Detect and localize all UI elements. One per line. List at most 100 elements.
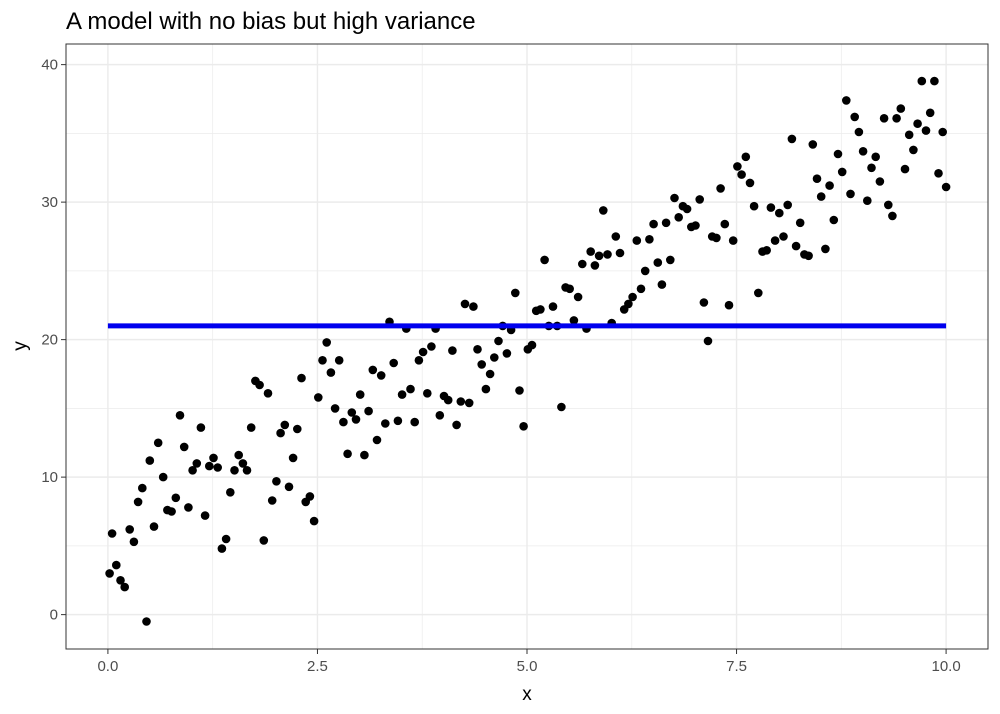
data-point (892, 114, 901, 123)
data-point (149, 522, 159, 531)
data-point (737, 170, 746, 179)
data-point (427, 342, 436, 351)
x-tick-label: 10.0 (931, 658, 960, 675)
data-point (347, 408, 357, 417)
data-point (741, 152, 751, 162)
data-point (360, 450, 369, 460)
data-point (246, 423, 256, 432)
data-point (884, 200, 893, 210)
data-point (674, 213, 683, 222)
data-point (129, 537, 139, 547)
data-point (410, 417, 420, 427)
data-point (770, 236, 780, 245)
data-point (791, 241, 801, 251)
data-point (636, 284, 646, 294)
x-axis: 0.0 2.5 5.0 7.5 10.0 (97, 649, 961, 675)
data-point (175, 411, 185, 420)
data-point (825, 181, 834, 190)
data-point (339, 417, 348, 427)
data-point (670, 193, 679, 203)
data-point (913, 119, 922, 128)
data-point (624, 299, 633, 309)
data-point (469, 302, 478, 311)
data-point (145, 456, 155, 465)
data-point (322, 338, 332, 347)
data-point (376, 371, 386, 380)
data-point (448, 346, 457, 355)
data-point (477, 360, 487, 369)
data-point (779, 232, 788, 241)
data-point (565, 284, 574, 294)
data-point (334, 356, 344, 365)
data-point (105, 569, 114, 578)
data-point (343, 449, 352, 459)
data-point (573, 292, 583, 302)
data-point (527, 340, 537, 350)
data-point (158, 472, 168, 482)
data-point (837, 167, 847, 177)
data-point (107, 529, 117, 538)
data-point (640, 266, 650, 276)
y-tick-label: 0 (50, 607, 58, 624)
data-point (833, 149, 843, 159)
data-point (649, 219, 658, 229)
data-point (284, 482, 294, 492)
data-point (511, 288, 520, 298)
data-point (938, 127, 947, 137)
data-point (804, 251, 813, 261)
data-point (661, 218, 671, 228)
data-point (603, 250, 612, 259)
data-point (682, 204, 692, 214)
grid (66, 44, 988, 649)
data-point (829, 215, 839, 225)
data-point (153, 438, 163, 448)
data-point (724, 300, 734, 310)
data-point (272, 477, 281, 486)
data-point (775, 208, 784, 218)
data-point (716, 184, 725, 193)
data-point (205, 461, 214, 471)
data-point (494, 336, 503, 346)
data-point (485, 369, 495, 379)
data-point (355, 390, 365, 399)
data-point (414, 356, 424, 365)
data-point (133, 497, 143, 507)
data-point (850, 112, 859, 122)
data-point (896, 104, 906, 113)
data-point (167, 507, 176, 516)
x-tick-label: 7.5 (726, 658, 747, 675)
data-point (443, 395, 453, 405)
data-point (783, 200, 792, 210)
data-point (259, 536, 269, 545)
data-point (120, 582, 129, 592)
data-point (192, 459, 202, 468)
data-point (213, 463, 222, 472)
y-tick-label: 30 (41, 194, 58, 211)
data-point (909, 145, 918, 155)
data-point (875, 177, 885, 186)
data-point (351, 415, 361, 424)
data-point (305, 492, 315, 501)
data-point (435, 411, 445, 420)
data-point (171, 493, 181, 503)
data-point (632, 236, 642, 245)
data-point (749, 201, 759, 211)
data-point (666, 255, 675, 265)
data-point (288, 453, 298, 463)
data-point (557, 402, 566, 412)
data-point (879, 114, 889, 123)
data-point (389, 358, 399, 368)
data-point (569, 316, 579, 325)
x-tick-label: 5.0 (517, 658, 538, 675)
data-point (854, 127, 864, 137)
data-point (473, 345, 482, 354)
y-tick-label: 40 (41, 57, 58, 74)
data-point (795, 218, 805, 228)
data-point (138, 483, 147, 493)
data-point (733, 162, 742, 171)
data-point (917, 76, 927, 86)
data-point (226, 488, 235, 497)
data-point (314, 393, 323, 402)
data-point (188, 466, 197, 475)
